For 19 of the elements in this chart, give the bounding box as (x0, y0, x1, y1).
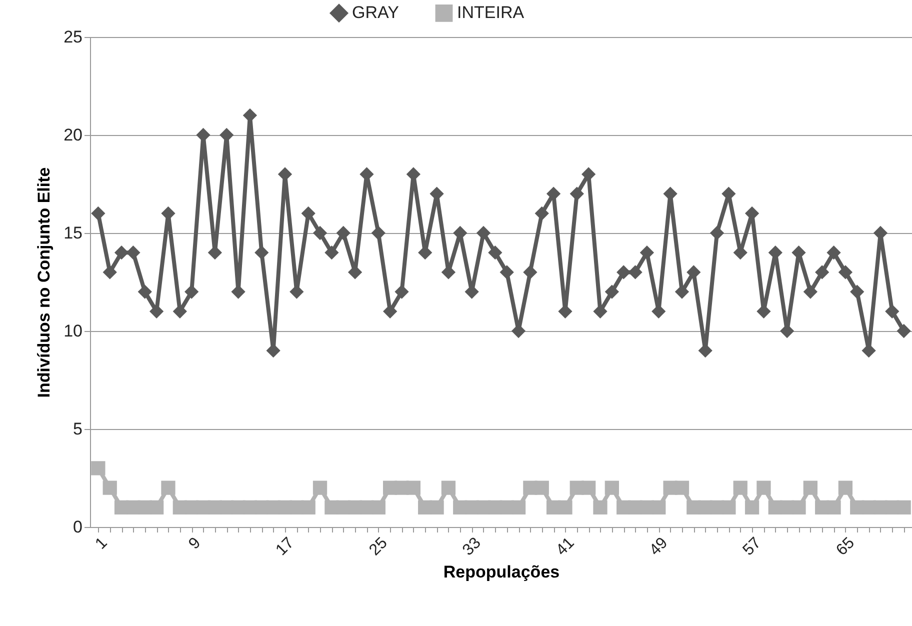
y-tick-label: 0 (73, 518, 82, 536)
y-tick-label: 25 (64, 28, 82, 46)
y-tick-label: 20 (64, 126, 82, 144)
y-tick-label: 5 (73, 420, 82, 438)
legend-label: INTEIRA (457, 3, 525, 22)
y-tick-label: 15 (64, 224, 82, 242)
x-axis-title: Repopulações (443, 562, 560, 582)
x-tick-label: 9 (186, 534, 204, 553)
x-tick-label: 33 (460, 534, 484, 560)
x-tick-label: 41 (553, 534, 578, 560)
y-axis-title: Indivíduos no Conjunto Elite (34, 167, 54, 398)
x-tick-label: 57 (740, 534, 765, 560)
x-tick-label: 1 (92, 534, 111, 553)
y-tick-label: 10 (64, 322, 82, 340)
x-tick-label: 17 (272, 534, 298, 560)
x-tick-label: 25 (366, 534, 391, 560)
x-tick-label: 65 (833, 534, 858, 560)
legend-label: GRAY (352, 3, 399, 22)
x-tick-label: 49 (646, 534, 672, 560)
